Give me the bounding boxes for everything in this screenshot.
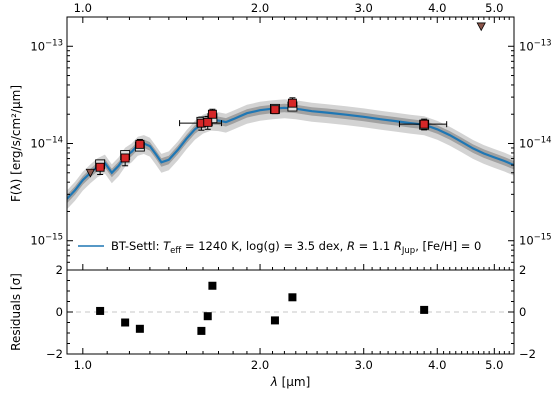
y-tick-exponent: −14 [534, 136, 552, 146]
residual-point [208, 281, 217, 290]
y-tick-base: 10 [30, 234, 45, 248]
y-tick-label-right: 10−14 [519, 136, 552, 151]
residual-point [270, 316, 279, 325]
y-tick-base: 10 [30, 39, 45, 53]
x-tick-label-top: 3.0 [355, 1, 373, 15]
x-tick-label: 1.0 [74, 358, 92, 372]
y-tick-exponent: −13 [534, 38, 552, 48]
legend-teff-subscript: eff [170, 246, 182, 256]
y-tick-exponent: −15 [45, 233, 63, 243]
x-tick-label-top: 1.0 [74, 1, 92, 15]
observed-photometry-point [270, 105, 280, 115]
y-tick-base: 10 [519, 234, 534, 248]
x-tick-label: 4.0 [428, 358, 446, 372]
residual-point [203, 312, 212, 321]
upper-limit-marker [85, 168, 96, 178]
legend-radius-value: = 1.1 [355, 239, 394, 253]
y-tick-label-left: 10−14 [30, 136, 63, 151]
y-tick-label-left: 10−13 [30, 38, 63, 53]
y-tick-exponent: −13 [45, 38, 63, 48]
x-tick-label: 2.0 [251, 358, 269, 372]
legend-radius-symbol: R [347, 239, 355, 253]
observed-photometry-point [287, 98, 297, 108]
legend-rjup-symbol: R [394, 239, 402, 253]
residual-point [96, 306, 105, 315]
x-tick-label-top: 5.0 [485, 1, 503, 15]
observed-photometry-point [203, 117, 213, 127]
flux-plot-area [67, 22, 514, 210]
y-tick-exponent: −14 [45, 136, 63, 146]
legend-teff-value: = 1240 K, log(g) = 3.5 dex, [181, 239, 347, 253]
x-tick-label: 5.0 [485, 358, 503, 372]
model-spread-band [67, 99, 514, 210]
observed-photometry-point [120, 153, 130, 163]
x-axis-symbol: λ [270, 375, 278, 389]
model-spectrum-line [67, 106, 514, 200]
upper-limit-marker [476, 22, 486, 32]
residual-y-tick-label-left: 2 [56, 263, 63, 277]
residual-y-tick-label-right: 2 [519, 263, 526, 277]
residual-panel [67, 281, 514, 335]
observed-photometry-point [207, 109, 217, 119]
y-tick-base: 10 [519, 39, 534, 53]
residual-y-tick-label-left: −2 [46, 347, 63, 361]
residual-point [197, 326, 206, 335]
legend-prefix: BT-Settl: [111, 239, 163, 253]
x-axis-label: λ [μm] [270, 375, 311, 389]
residual-point [135, 324, 144, 333]
y-tick-base: 10 [519, 137, 534, 151]
legend-label: BT-Settl: Teff = 1240 K, log(g) = 3.5 de… [111, 239, 481, 256]
legend-teff-symbol: T [163, 239, 171, 253]
y-axis-label-residuals: Residuals [σ] [9, 273, 23, 351]
residual-point [420, 305, 429, 314]
observed-photometry-point [135, 139, 145, 149]
flux-panel: BT-Settl: Teff = 1240 K, log(g) = 3.5 de… [67, 22, 514, 256]
residual-point [121, 318, 130, 327]
residual-point [288, 293, 297, 302]
observed-photometry-point [419, 119, 429, 129]
residual-plot-area [67, 281, 514, 335]
residual-y-tick-label-right: −2 [519, 347, 536, 361]
x-axis-unit: [μm] [278, 375, 311, 389]
y-tick-label-left: 10−15 [30, 233, 63, 248]
y-tick-label-right: 10−13 [519, 38, 552, 53]
x-tick-label-top: 2.0 [251, 1, 269, 15]
axes [66, 16, 515, 355]
legend-rjup-subscript: Jup [401, 246, 415, 256]
residual-y-tick-label-right: 0 [519, 305, 526, 319]
legend-feh-value: , [Fe/H] = 0 [415, 239, 481, 253]
x-tick-label: 3.0 [355, 358, 373, 372]
y-axis-label-flux: F(λ) [erg/s/cm²/μm] [9, 85, 23, 202]
x-tick-label-top: 4.0 [428, 1, 446, 15]
observed-photometry-point [95, 162, 105, 172]
y-tick-label-right: 10−15 [519, 233, 552, 248]
y-tick-exponent: −15 [534, 233, 552, 243]
residual-y-tick-label-left: 0 [56, 305, 63, 319]
y-tick-base: 10 [30, 137, 45, 151]
axis-labels: 1.01.02.02.03.03.04.04.05.05.010−15 10−15… [9, 1, 552, 389]
